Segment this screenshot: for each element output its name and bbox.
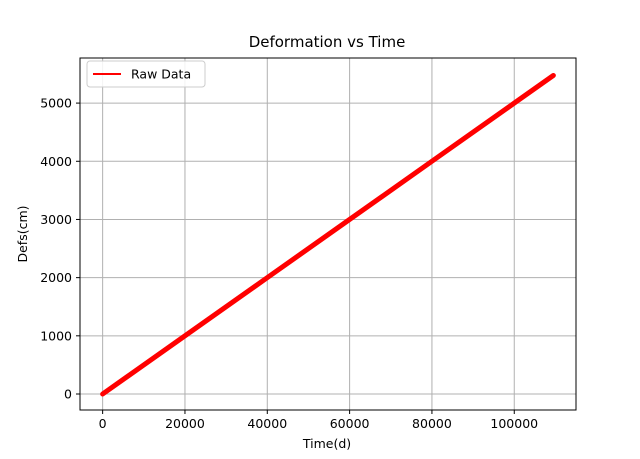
x-axis-label: Time(d) <box>302 436 351 451</box>
y-tick-label: 0 <box>64 387 72 402</box>
x-tick-label: 80000 <box>412 416 452 431</box>
y-tick-label: 1000 <box>40 328 72 343</box>
x-tick-label: 40000 <box>247 416 287 431</box>
series-line-raw-data <box>100 72 556 397</box>
x-tick-label: 0 <box>99 416 107 431</box>
y-tick-label: 5000 <box>40 96 72 111</box>
series-layer <box>100 72 556 397</box>
legend-box <box>86 60 206 88</box>
x-tick-label: 60000 <box>330 416 370 431</box>
x-tick-label: 20000 <box>165 416 205 431</box>
chart-title: Deformation vs Time <box>249 33 406 51</box>
y-tick-label: 4000 <box>40 154 72 169</box>
plot-frame <box>79 57 577 411</box>
y-axis-ticks: 0 1000 2000 3000 4000 5000 <box>40 96 80 402</box>
legend: Raw Data <box>86 60 206 88</box>
grid <box>80 58 576 410</box>
legend-label: Raw Data <box>131 67 191 82</box>
y-tick-label: 2000 <box>40 270 72 285</box>
x-axis-ticks: 0 20000 40000 60000 80000 100000 <box>99 410 538 431</box>
y-tick-label: 3000 <box>40 212 72 227</box>
x-tick-label: 100000 <box>490 416 538 431</box>
y-axis-label: Defs(cm) <box>15 205 30 262</box>
